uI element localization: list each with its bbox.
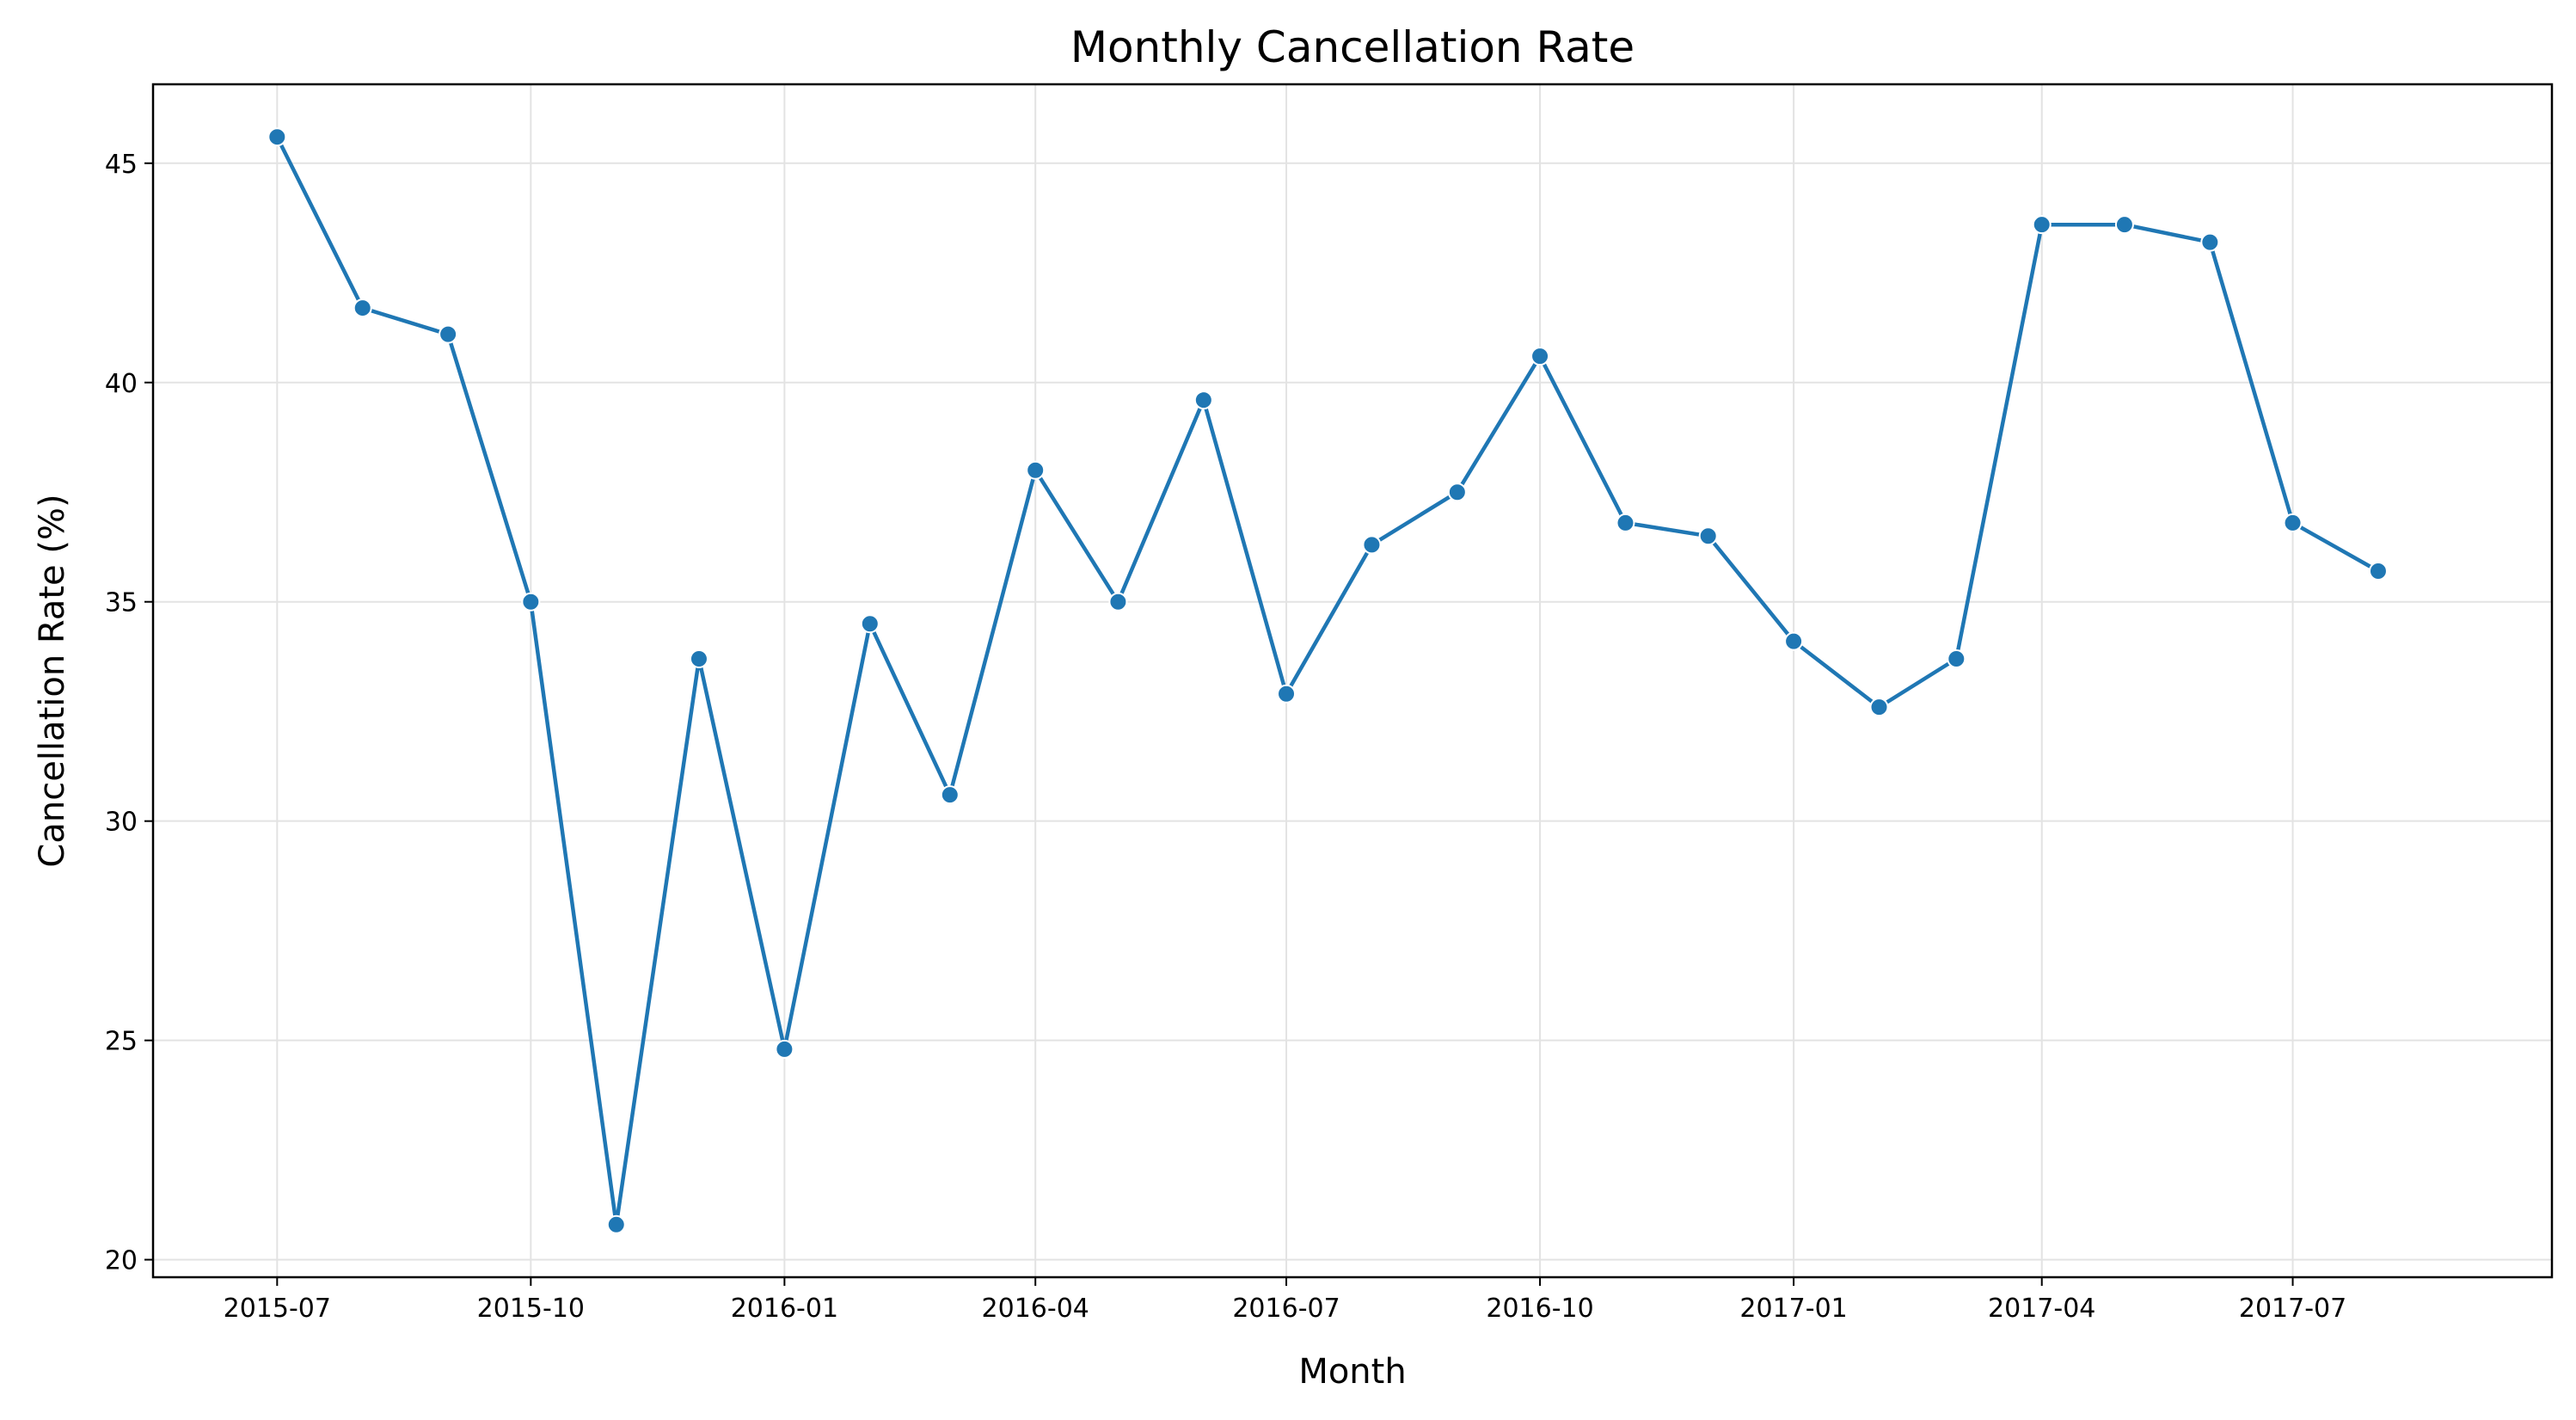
y-axis-title: Cancellation Rate (%): [33, 494, 72, 867]
y-tick-label: 25: [105, 1027, 138, 1057]
data-point: [2368, 562, 2388, 581]
series-layer: [267, 127, 2388, 1234]
data-point: [1447, 483, 1467, 502]
series-line: [275, 136, 2380, 1227]
data-point: [1698, 526, 1718, 546]
data-point: [1616, 513, 1635, 532]
x-tick-label: 2015-07: [224, 1294, 331, 1324]
x-tick-label: 2017-01: [1739, 1294, 1847, 1324]
data-point: [1869, 698, 1889, 717]
data-point: [606, 1214, 626, 1234]
tick-layer: 2015-07 2015-10 2016-01 2016-04 2016-07 2016-…: [105, 150, 2346, 1324]
data-point: [940, 785, 960, 805]
data-point: [1362, 535, 1382, 555]
data-point: [1026, 460, 1046, 480]
data-point: [775, 1039, 794, 1059]
data-point: [2032, 215, 2052, 235]
plot-frame: [151, 83, 2554, 1279]
x-tick-label: 2017-04: [1988, 1294, 2095, 1324]
y-tick-label: 40: [105, 369, 138, 399]
x-tick-label: 2015-10: [477, 1294, 585, 1324]
y-tick-label: 45: [105, 150, 138, 180]
data-point: [860, 614, 880, 634]
x-tick-label: 2016-04: [982, 1294, 1089, 1324]
data-point: [521, 592, 541, 612]
data-point: [1530, 347, 1550, 366]
chart-title: Monthly Cancellation Rate: [1070, 22, 1635, 72]
y-tick-label: 20: [105, 1246, 138, 1276]
y-tick-label: 30: [105, 808, 138, 838]
x-tick-label: 2016-10: [1486, 1294, 1593, 1324]
data-point: [2200, 232, 2220, 252]
data-point: [267, 127, 287, 147]
grid-layer: [153, 84, 2552, 1277]
data-point: [2283, 513, 2303, 532]
x-tick-label: 2016-07: [1232, 1294, 1340, 1324]
data-point: [1193, 390, 1213, 410]
data-point: [689, 649, 708, 669]
y-tick-label: 35: [105, 588, 138, 618]
data-point: [1108, 592, 1128, 612]
data-point: [1277, 684, 1297, 704]
x-tick-label: 2016-01: [731, 1294, 838, 1324]
data-point: [1784, 631, 1804, 651]
data-point: [439, 324, 458, 344]
x-axis-title: Month: [1298, 1352, 1406, 1392]
data-point: [353, 298, 372, 318]
data-point: [1947, 649, 1966, 669]
data-point: [2114, 215, 2134, 235]
x-tick-label: 2017-07: [2239, 1294, 2346, 1324]
